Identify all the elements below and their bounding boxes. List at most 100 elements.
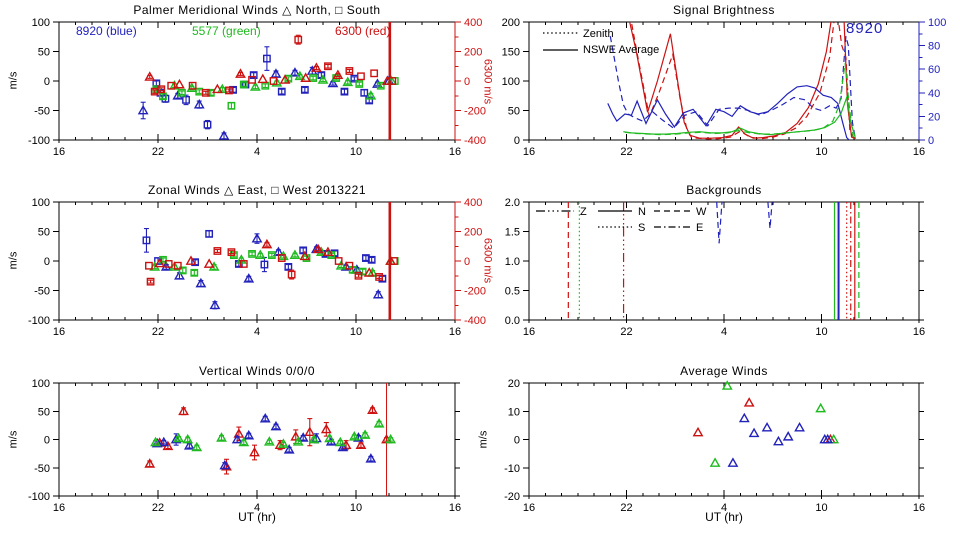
legend-label-zenith: Zenith bbox=[583, 28, 614, 40]
svg-text:40: 40 bbox=[928, 88, 940, 100]
legend-label-w: W bbox=[696, 206, 707, 218]
svg-text:16: 16 bbox=[913, 146, 925, 158]
svg-text:16: 16 bbox=[523, 146, 535, 158]
annotation-5577-green: 5577 (green) bbox=[192, 24, 261, 38]
svg-text:1.0: 1.0 bbox=[505, 256, 520, 268]
svg-text:16: 16 bbox=[449, 326, 461, 338]
panel-title-vertical: Vertical Winds 0/0/0 bbox=[198, 364, 316, 378]
svg-text:10: 10 bbox=[508, 406, 520, 418]
svg-text:10: 10 bbox=[350, 326, 362, 338]
panel-backgrounds: 16 22 4 10 160.00.51.01.52.0 bbox=[505, 197, 925, 338]
svg-text:100: 100 bbox=[928, 17, 946, 29]
panel-title-average: Average Winds bbox=[680, 364, 768, 378]
svg-text:0: 0 bbox=[44, 256, 50, 268]
svg-text:200: 200 bbox=[502, 17, 520, 29]
line-5577-nswe bbox=[623, 95, 857, 139]
y-label-6300-meridional: 6300 m/s bbox=[481, 58, 494, 105]
y-label-vertical: m/s bbox=[7, 430, 20, 449]
svg-text:200: 200 bbox=[464, 227, 482, 239]
svg-text:100: 100 bbox=[32, 378, 50, 390]
series-6300-red bbox=[692, 397, 836, 444]
svg-text:22: 22 bbox=[620, 146, 632, 158]
svg-text:22: 22 bbox=[620, 326, 632, 338]
svg-text:10: 10 bbox=[815, 326, 827, 338]
svg-text:100: 100 bbox=[32, 197, 50, 209]
svg-text:16: 16 bbox=[53, 502, 65, 514]
annotation-6300-red: 6300 (red) bbox=[335, 24, 391, 38]
panel-title-brightness: Signal Brightness bbox=[673, 3, 775, 17]
series-8920-blue bbox=[727, 412, 834, 467]
svg-text:16: 16 bbox=[523, 502, 535, 514]
svg-text:10: 10 bbox=[815, 146, 827, 158]
svg-text:-50: -50 bbox=[34, 286, 50, 298]
svg-text:-400: -400 bbox=[464, 315, 486, 327]
line-6300-nswe bbox=[629, 22, 856, 140]
legend-label-e: E bbox=[696, 222, 704, 234]
line-dip-2 bbox=[767, 202, 773, 229]
svg-text:0: 0 bbox=[514, 135, 520, 147]
panel-title-meridional: Palmer Meridional Winds △ North, □ South bbox=[133, 3, 381, 17]
svg-text:22: 22 bbox=[152, 326, 164, 338]
annotation-8920-blue: 8920 (blue) bbox=[76, 24, 137, 38]
y-label-6300-zonal: 6300 m/s bbox=[481, 237, 494, 284]
svg-text:2.0: 2.0 bbox=[505, 197, 520, 209]
svg-text:0: 0 bbox=[514, 435, 520, 447]
svg-text:-100: -100 bbox=[28, 315, 50, 327]
panel-title-zonal: Zonal Winds △ East, □ West 2013221 bbox=[147, 183, 367, 197]
svg-text:20: 20 bbox=[928, 111, 940, 123]
svg-text:-50: -50 bbox=[34, 463, 50, 475]
series-8920-blue bbox=[142, 228, 387, 310]
svg-text:16: 16 bbox=[913, 326, 925, 338]
line-8920-nswe bbox=[607, 85, 850, 140]
svg-text:4: 4 bbox=[254, 146, 260, 158]
svg-text:200: 200 bbox=[464, 47, 482, 59]
svg-text:4: 4 bbox=[721, 326, 727, 338]
svg-text:-200: -200 bbox=[464, 286, 486, 298]
series-8920-blue bbox=[137, 46, 395, 140]
svg-text:-100: -100 bbox=[28, 491, 50, 503]
y-label-average: m/s bbox=[477, 430, 490, 449]
svg-text:0: 0 bbox=[44, 76, 50, 88]
svg-text:22: 22 bbox=[152, 146, 164, 158]
svg-text:4: 4 bbox=[254, 502, 260, 514]
svg-text:16: 16 bbox=[53, 326, 65, 338]
y-label-meridional: m/s bbox=[7, 71, 20, 90]
svg-text:60: 60 bbox=[928, 64, 940, 76]
svg-text:50: 50 bbox=[38, 47, 50, 59]
legend-label-s: S bbox=[638, 222, 646, 234]
panel-title-backgrounds: Backgrounds bbox=[686, 183, 762, 197]
svg-text:50: 50 bbox=[38, 227, 50, 239]
svg-text:0: 0 bbox=[928, 135, 934, 147]
svg-text:22: 22 bbox=[152, 502, 164, 514]
svg-text:0.5: 0.5 bbox=[505, 286, 520, 298]
x-label-average: UT (hr) bbox=[705, 510, 743, 524]
svg-text:16: 16 bbox=[449, 502, 461, 514]
line-dip-1 bbox=[716, 202, 723, 244]
svg-text:16: 16 bbox=[449, 146, 461, 158]
svg-text:-20: -20 bbox=[504, 491, 520, 503]
svg-text:50: 50 bbox=[508, 106, 520, 118]
svg-text:0: 0 bbox=[464, 76, 470, 88]
svg-text:10: 10 bbox=[350, 502, 362, 514]
line-6300-zenith bbox=[630, 22, 855, 140]
svg-text:80: 80 bbox=[928, 41, 940, 53]
svg-text:20: 20 bbox=[508, 378, 520, 390]
series-6300-red bbox=[144, 34, 397, 97]
svg-text:-50: -50 bbox=[34, 106, 50, 118]
svg-text:0: 0 bbox=[44, 435, 50, 447]
svg-text:50: 50 bbox=[38, 406, 50, 418]
svg-text:1.5: 1.5 bbox=[505, 227, 520, 239]
svg-text:4: 4 bbox=[254, 326, 260, 338]
legend-label-nswe-average: NSWE Average bbox=[583, 44, 660, 56]
svg-text:0.0: 0.0 bbox=[505, 315, 520, 327]
svg-text:16: 16 bbox=[913, 502, 925, 514]
svg-text:10: 10 bbox=[350, 146, 362, 158]
svg-text:100: 100 bbox=[32, 17, 50, 29]
legend-label-z: Z bbox=[580, 206, 587, 218]
series-5577-green bbox=[150, 418, 397, 452]
